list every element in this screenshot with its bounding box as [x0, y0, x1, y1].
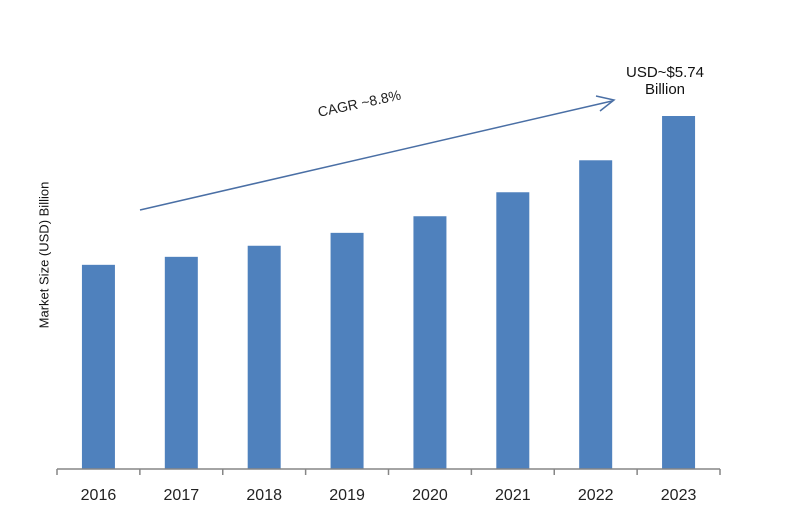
bar-2023 — [662, 116, 696, 469]
bar-series — [81, 116, 696, 469]
x-tick-label: 2021 — [495, 487, 531, 504]
x-tick-label: 2020 — [412, 487, 448, 504]
annotation-line1: USD~$5.74 — [626, 64, 704, 81]
x-tick-label: 2016 — [80, 487, 117, 504]
x-tick-label: 2017 — [163, 487, 200, 504]
x-tick-label: 2023 — [660, 487, 697, 504]
x-tick-label: 2022 — [577, 487, 614, 504]
value-annotation: USD~$5.74 Billion — [600, 64, 730, 98]
x-tick-label: 2018 — [246, 487, 282, 504]
cagr-arrow — [139, 95, 616, 211]
arrowhead-icon — [595, 95, 616, 112]
bar-2021 — [496, 192, 530, 469]
bar-2018 — [247, 245, 281, 469]
bar-2022 — [579, 160, 613, 469]
x-tick-label: 2019 — [329, 487, 365, 504]
y-axis-label: Market Size (USD) Billion — [36, 181, 52, 329]
annotation-line2: Billion — [644, 81, 686, 98]
x-axis-ticks — [56, 469, 721, 475]
bar-2016 — [81, 264, 115, 469]
bar-2020 — [413, 216, 447, 469]
bar-2019 — [330, 232, 364, 469]
cagr-arrow-line — [139, 100, 613, 211]
bar-2017 — [164, 256, 198, 469]
